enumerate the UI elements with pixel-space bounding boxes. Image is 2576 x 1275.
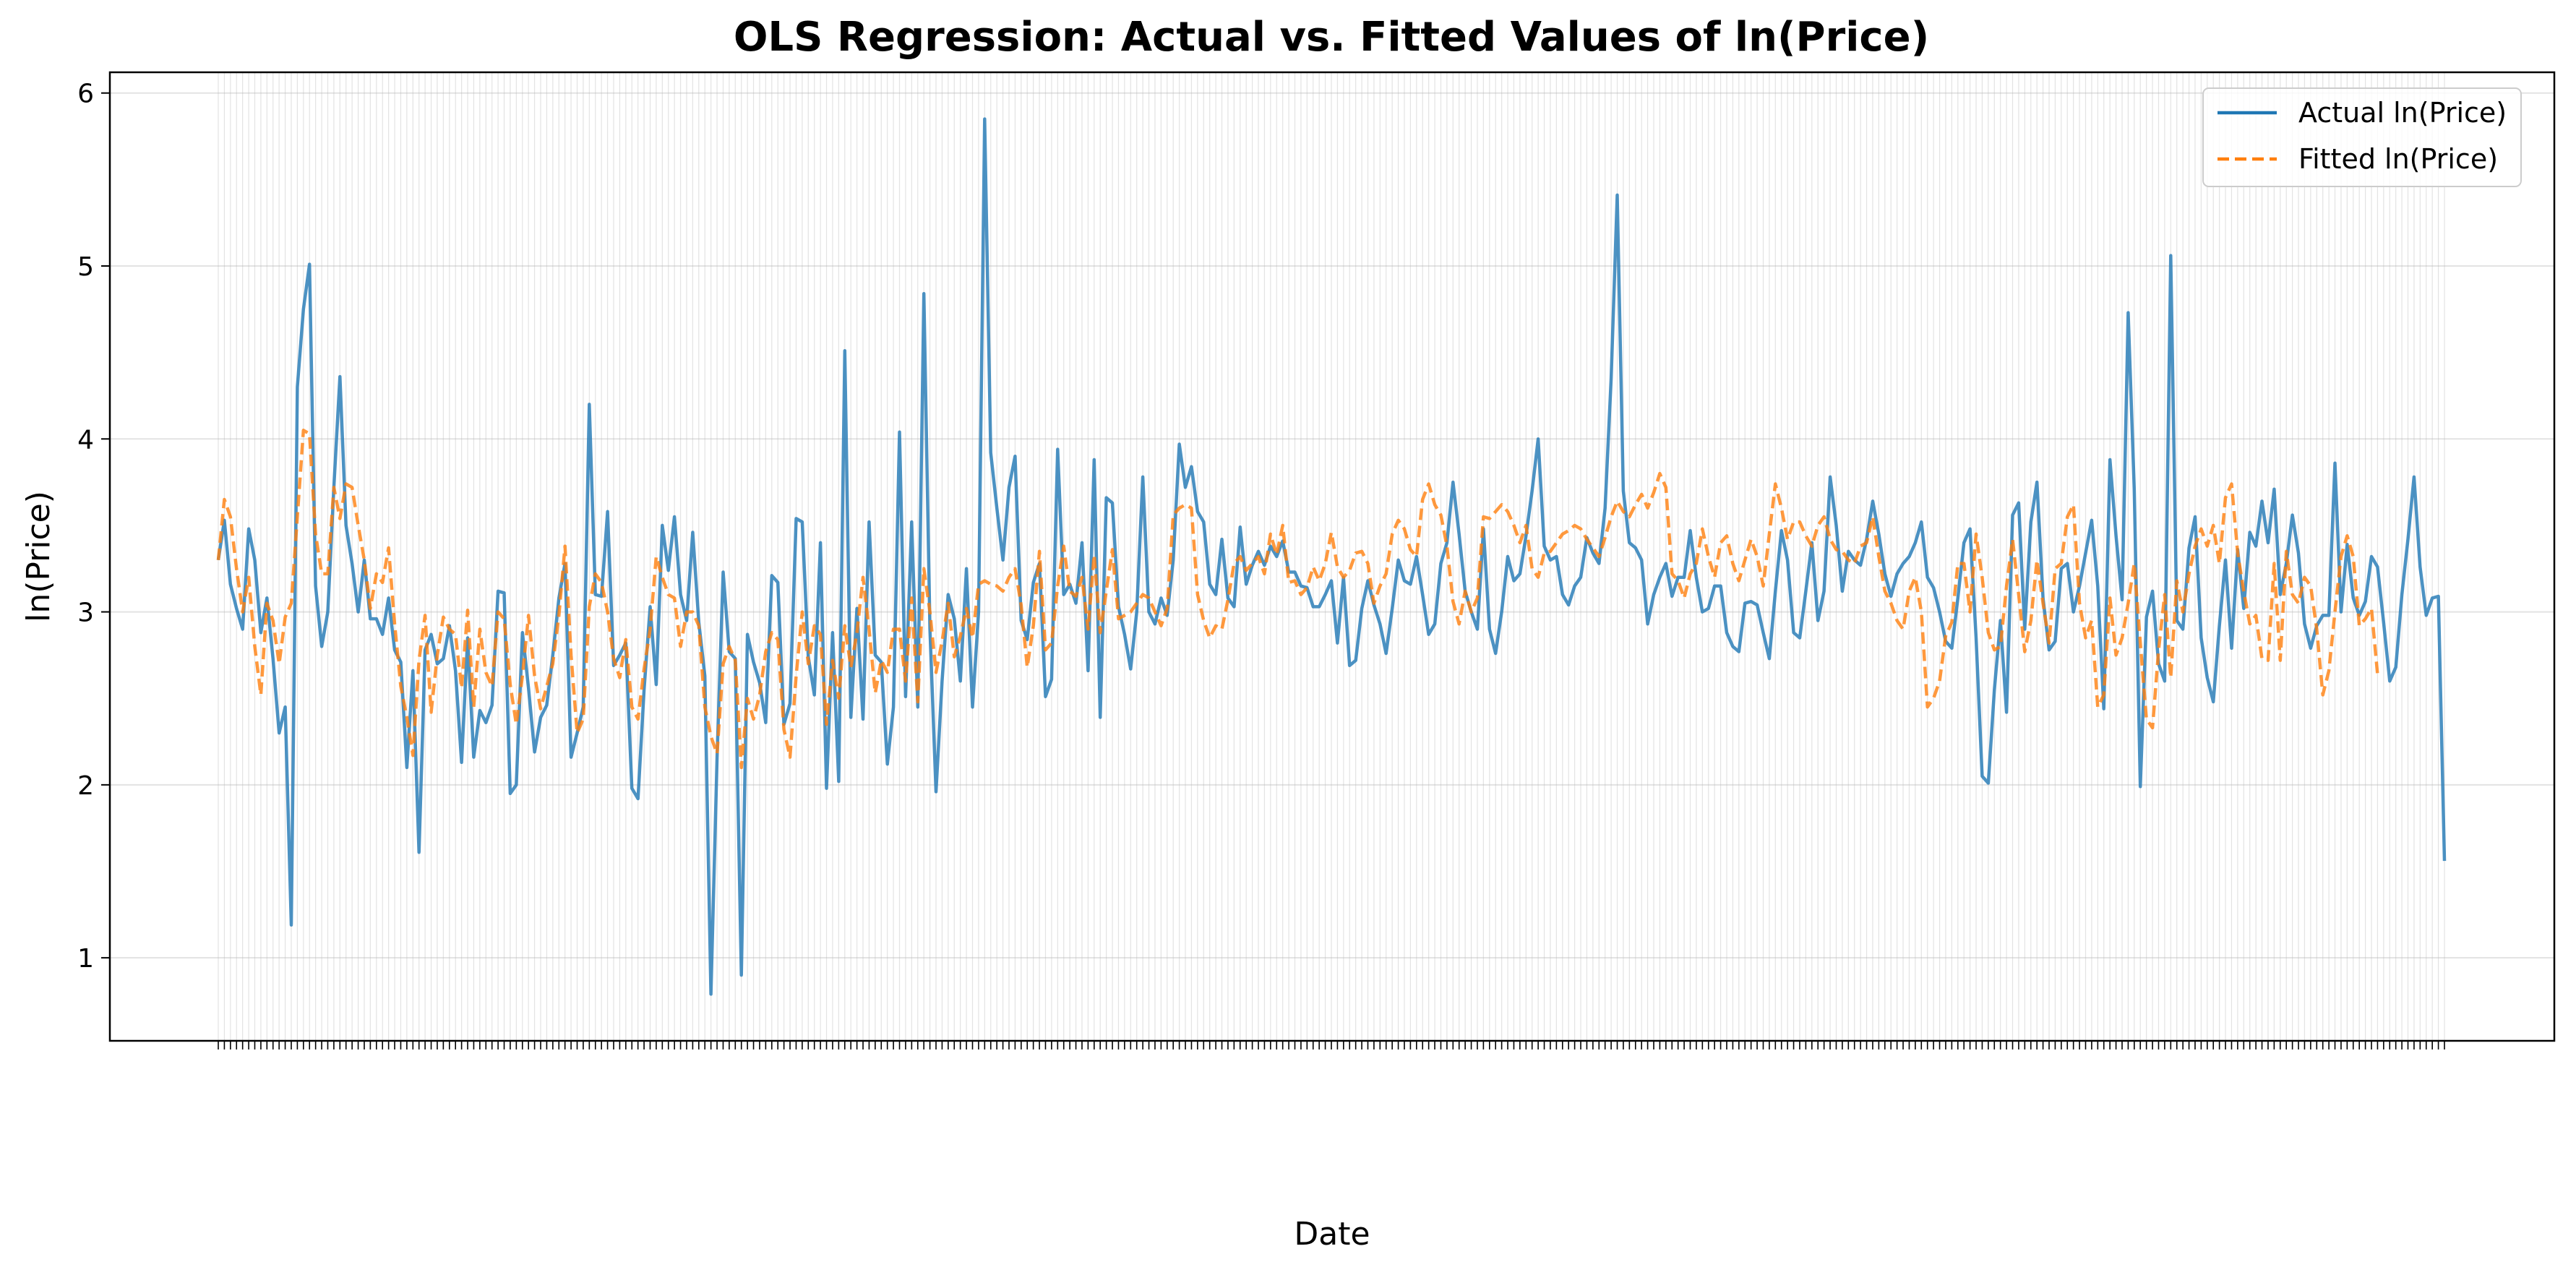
y-tick-layer: 1 2 3 4 5 6: [77, 80, 110, 974]
fitted-series-line: [216, 429, 2379, 770]
x-tick-layer: [218, 1041, 2445, 1049]
y-tick-label: 1: [77, 944, 94, 974]
plot-area-frame: [108, 71, 2556, 1042]
x-axis-label: Date: [1294, 1216, 1370, 1253]
chart-title: OLS Regression: Actual vs. Fitted Values…: [734, 14, 1929, 61]
y-tick-label: 2: [77, 771, 94, 801]
y-tick-label: 5: [77, 252, 94, 282]
grid-layer: [110, 72, 2554, 1041]
series-layer: [216, 117, 2447, 996]
y-tick-label: 3: [77, 598, 94, 628]
legend-label-fitted: Fitted ln(Price): [2298, 143, 2498, 175]
y-tick-label: 6: [77, 80, 94, 109]
legend-box: [2202, 87, 2522, 187]
y-tick-label: 4: [77, 425, 94, 455]
y-axis-label: ln(Price): [20, 491, 57, 622]
legend: Actual ln(Price) Fitted ln(Price): [2202, 87, 2522, 187]
legend-label-actual: Actual ln(Price): [2298, 97, 2507, 129]
actual-series-line: [216, 117, 2447, 996]
